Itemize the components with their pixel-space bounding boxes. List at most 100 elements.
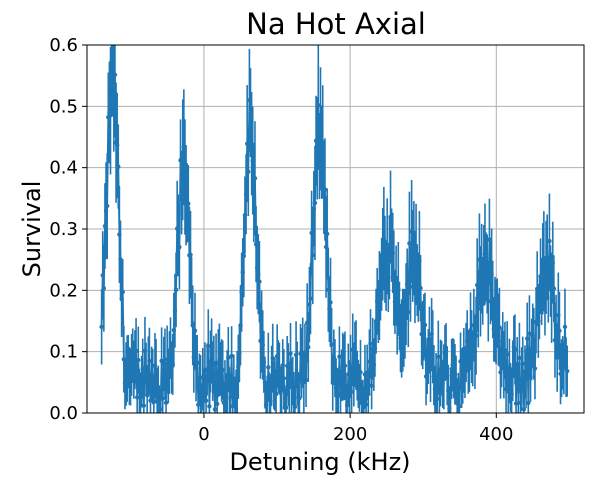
data-point [476, 306, 481, 311]
data-point [430, 344, 435, 350]
data-point [267, 394, 272, 399]
data-point [390, 250, 395, 256]
data-point [426, 354, 431, 359]
y-tick-label: 0.2 [49, 280, 78, 301]
data-point [441, 374, 447, 380]
data-point [532, 366, 538, 371]
data-point [142, 348, 148, 354]
data-point [141, 403, 147, 408]
data-point [464, 338, 470, 344]
data-point [429, 331, 434, 337]
data-point [469, 344, 474, 349]
data-point [217, 357, 222, 363]
data-point [494, 311, 500, 316]
data-point [236, 364, 241, 369]
data-point [332, 365, 338, 371]
data-point [281, 376, 287, 381]
data-point [531, 341, 537, 346]
data-point [403, 301, 409, 307]
data-point [422, 322, 428, 328]
data-point [163, 400, 169, 405]
data-point [136, 357, 141, 363]
data-point [114, 143, 120, 148]
data-point [409, 229, 414, 234]
data-point [358, 370, 363, 375]
data-point [439, 366, 444, 371]
data-point [206, 343, 211, 349]
data-point [269, 373, 274, 379]
data-point [308, 296, 313, 301]
data-point [318, 126, 323, 132]
data-point [270, 355, 275, 361]
data-point [257, 279, 262, 284]
data-point [238, 323, 243, 328]
data-point [158, 406, 163, 412]
data-point [389, 243, 394, 248]
data-point [226, 355, 231, 360]
data-point [447, 406, 452, 411]
data-point [183, 193, 189, 198]
data-point [523, 376, 529, 381]
data-point [234, 379, 240, 385]
data-point [314, 146, 320, 151]
data-point [524, 336, 530, 341]
data-point [197, 376, 202, 381]
data-point [223, 396, 229, 402]
data-point [283, 405, 289, 410]
data-point [437, 390, 442, 396]
data-point [386, 275, 391, 280]
data-point [510, 368, 515, 373]
data-point [450, 362, 455, 368]
data-point [109, 59, 114, 65]
data-point [367, 359, 372, 364]
data-point [168, 345, 173, 351]
data-point [353, 352, 359, 358]
data-points [99, 59, 570, 412]
data-point [406, 309, 411, 315]
data-point [548, 278, 553, 284]
data-point [297, 395, 302, 401]
data-point [254, 265, 260, 270]
data-point [160, 396, 165, 401]
data-point [209, 348, 214, 354]
data-point [480, 288, 485, 294]
x-axis-label: Detuning (kHz) [229, 448, 410, 476]
data-point [172, 308, 178, 313]
data-point [150, 374, 155, 379]
data-point [552, 337, 558, 343]
data-point [110, 65, 115, 71]
data-point [547, 238, 552, 244]
data-point [526, 400, 531, 406]
data-point [534, 286, 540, 291]
data-point [224, 379, 230, 384]
data-point [560, 360, 565, 366]
data-point [401, 325, 407, 331]
data-point [196, 402, 201, 407]
data-point [139, 379, 144, 384]
data-point [244, 141, 250, 146]
data-point [153, 369, 159, 374]
data-point [279, 388, 284, 393]
data-point [274, 353, 280, 359]
data-point [198, 382, 203, 388]
data-point [350, 347, 355, 352]
data-point [203, 398, 209, 403]
data-point [470, 356, 475, 361]
data-point [558, 371, 563, 377]
data-point [366, 391, 371, 397]
data-point [529, 347, 534, 352]
data-point [303, 377, 309, 383]
data-point [248, 110, 253, 115]
data-point [423, 374, 429, 379]
data-point [408, 284, 413, 289]
data-point [200, 375, 205, 380]
data-point [164, 357, 170, 362]
data-point [137, 389, 142, 395]
data-point [490, 297, 495, 302]
data-point [543, 265, 549, 270]
data-point [393, 283, 399, 288]
data-point [260, 342, 265, 348]
data-point [537, 305, 542, 311]
data-point [212, 407, 218, 412]
